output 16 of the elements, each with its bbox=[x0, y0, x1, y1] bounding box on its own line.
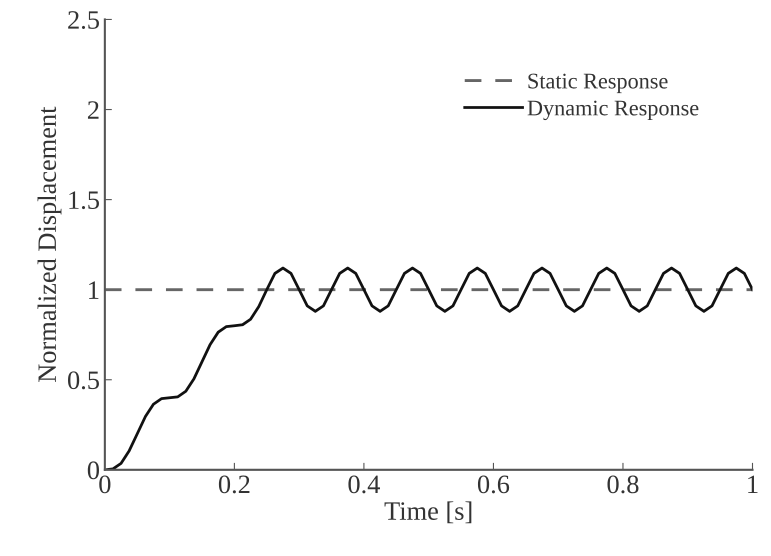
y-tick-label: 1 bbox=[89, 281, 98, 299]
y-tick-label: 0 bbox=[88, 461, 99, 480]
x-tick-label: 0.6 bbox=[478, 475, 510, 494]
x-tick-label: 1 bbox=[748, 476, 758, 493]
x-tick-label: 0 bbox=[99, 475, 110, 494]
legend-label: Static Response bbox=[528, 74, 668, 94]
y-tick-label: 2 bbox=[88, 101, 99, 119]
x-tick-label: 0.8 bbox=[607, 475, 638, 494]
y-tick-label: 1.5 bbox=[69, 191, 99, 210]
y-axis-title: Normalized Displacement bbox=[38, 106, 62, 382]
legend-label: Dynamic Response bbox=[528, 100, 698, 120]
y-tick-label: 0.5 bbox=[68, 371, 99, 390]
x-tick-label: 0.4 bbox=[348, 475, 380, 494]
x-tick-label: 0.2 bbox=[218, 475, 250, 494]
x-axis-title: Time [s] bbox=[384, 501, 472, 524]
y-tick-label: 2.5 bbox=[68, 11, 99, 29]
